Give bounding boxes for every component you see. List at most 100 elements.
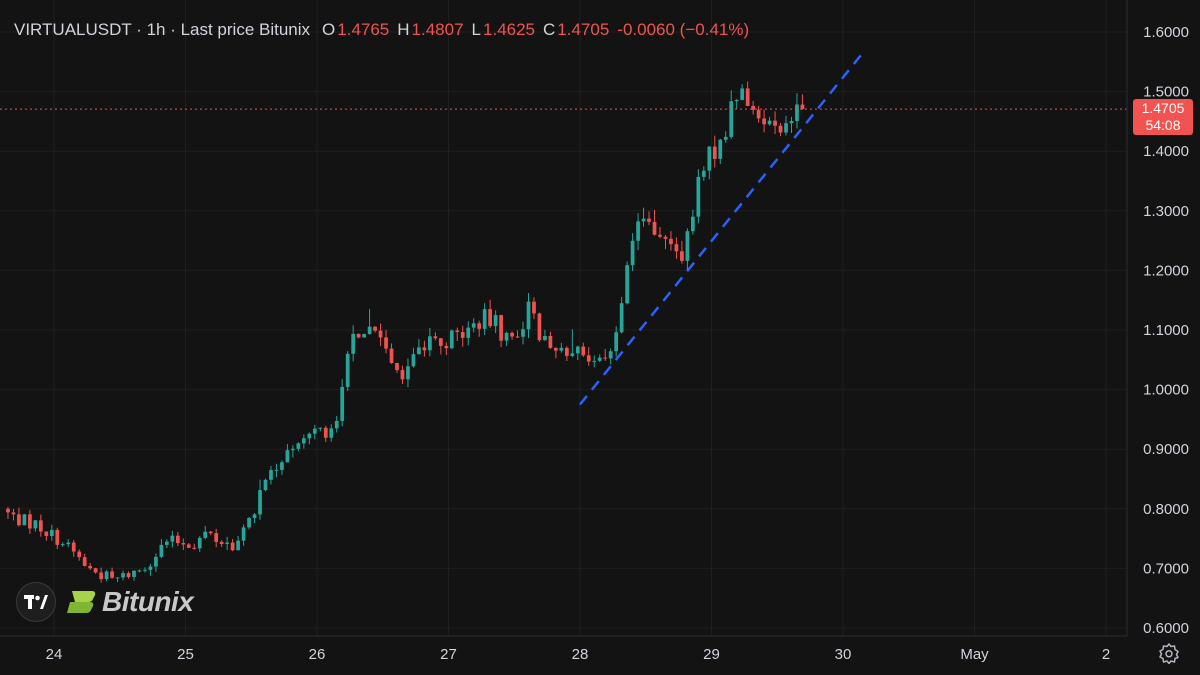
candle[interactable]: [438, 338, 443, 355]
candle[interactable]: [537, 312, 542, 342]
candle[interactable]: [334, 415, 339, 433]
candle[interactable]: [132, 570, 136, 581]
candle[interactable]: [55, 527, 60, 550]
candle[interactable]: [367, 308, 372, 335]
candle[interactable]: [773, 111, 777, 135]
candle[interactable]: [252, 512, 257, 523]
candle[interactable]: [417, 339, 421, 355]
candle[interactable]: [312, 424, 317, 440]
candle[interactable]: [197, 536, 202, 553]
candle[interactable]: [570, 329, 575, 358]
candle[interactable]: [345, 351, 350, 392]
candle[interactable]: [554, 347, 558, 359]
candle[interactable]: [488, 299, 493, 329]
candle[interactable]: [318, 427, 323, 432]
candle[interactable]: [17, 507, 21, 527]
candle[interactable]: [597, 354, 602, 363]
candle[interactable]: [236, 535, 240, 551]
candle[interactable]: [406, 358, 410, 388]
candle[interactable]: [734, 99, 739, 109]
candle[interactable]: [263, 478, 268, 492]
candle[interactable]: [219, 540, 224, 547]
candle[interactable]: [712, 135, 717, 168]
candle[interactable]: [99, 567, 103, 583]
candle[interactable]: [137, 569, 142, 573]
tradingview-logo-icon[interactable]: [16, 582, 56, 622]
candle[interactable]: [603, 348, 608, 361]
candle[interactable]: [214, 528, 219, 548]
candle[interactable]: [548, 331, 553, 350]
candle[interactable]: [378, 323, 383, 346]
candle[interactable]: [181, 538, 186, 550]
time-axis[interactable]: 24 25 26 27 28 29 30 May 2: [0, 635, 1127, 663]
candle[interactable]: [559, 342, 564, 353]
candle[interactable]: [543, 330, 547, 341]
candle[interactable]: [389, 343, 394, 364]
candle[interactable]: [323, 425, 328, 443]
candle[interactable]: [663, 234, 668, 250]
candle[interactable]: [6, 506, 10, 519]
candle[interactable]: [38, 514, 43, 537]
candle[interactable]: [449, 329, 454, 350]
candle[interactable]: [44, 531, 49, 541]
candle[interactable]: [729, 90, 734, 139]
candle[interactable]: [685, 228, 690, 270]
candle[interactable]: [564, 346, 569, 361]
candle[interactable]: [384, 330, 388, 354]
candle[interactable]: [636, 213, 640, 251]
candle[interactable]: [751, 100, 756, 115]
candle[interactable]: [22, 513, 27, 526]
candle[interactable]: [460, 325, 465, 347]
candle[interactable]: [784, 115, 788, 136]
candle[interactable]: [504, 331, 509, 347]
candle[interactable]: [411, 347, 416, 368]
candle[interactable]: [291, 445, 295, 458]
candle-series[interactable]: [6, 81, 805, 583]
candle[interactable]: [373, 326, 377, 333]
candle[interactable]: [121, 570, 125, 581]
candle[interactable]: [274, 463, 279, 478]
candle[interactable]: [28, 509, 32, 534]
candle[interactable]: [247, 516, 251, 530]
candle[interactable]: [532, 297, 536, 320]
candle[interactable]: [701, 166, 706, 181]
candle[interactable]: [148, 564, 153, 576]
candle[interactable]: [778, 122, 783, 137]
candle[interactable]: [49, 524, 54, 541]
candle[interactable]: [482, 303, 487, 335]
candle[interactable]: [186, 542, 191, 549]
candle[interactable]: [11, 508, 16, 521]
candle[interactable]: [477, 320, 482, 337]
candle[interactable]: [762, 109, 766, 133]
candle[interactable]: [625, 261, 629, 305]
candle[interactable]: [110, 567, 114, 579]
candle[interactable]: [756, 105, 761, 123]
candle[interactable]: [586, 347, 591, 366]
candle[interactable]: [433, 332, 438, 341]
candle[interactable]: [225, 536, 230, 551]
candle[interactable]: [647, 211, 651, 226]
candle[interactable]: [499, 314, 503, 348]
candle[interactable]: [351, 325, 356, 362]
candle[interactable]: [126, 571, 131, 579]
candle[interactable]: [652, 209, 657, 236]
candle[interactable]: [230, 538, 235, 552]
price-axis[interactable]: 1.6000 1.5000 1.4000 1.3000 1.2000 1.1000 1.00…: [1126, 0, 1189, 637]
candle[interactable]: [269, 465, 273, 485]
candle[interactable]: [296, 442, 301, 452]
candle[interactable]: [718, 138, 723, 165]
candle[interactable]: [669, 231, 673, 251]
candle[interactable]: [104, 570, 109, 582]
candle[interactable]: [356, 333, 361, 339]
gear-icon[interactable]: [1158, 642, 1180, 664]
candle[interactable]: [630, 233, 635, 272]
candle[interactable]: [154, 553, 158, 572]
candle[interactable]: [400, 365, 405, 384]
candle[interactable]: [285, 444, 290, 463]
candle[interactable]: [581, 342, 586, 358]
candle[interactable]: [71, 539, 76, 557]
candle[interactable]: [471, 318, 476, 333]
candle[interactable]: [301, 434, 306, 449]
candle[interactable]: [800, 94, 805, 110]
